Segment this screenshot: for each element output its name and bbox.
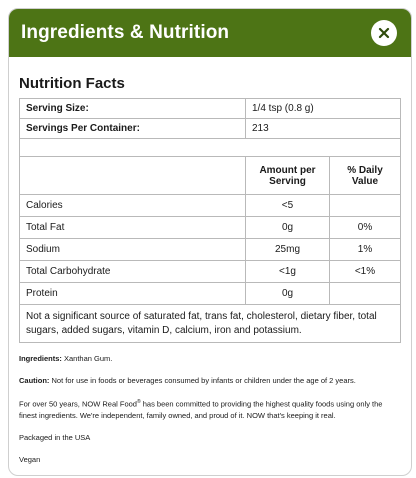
table-spacer [19, 138, 401, 157]
nutrient-amount: <5 [245, 194, 330, 217]
nutrition-footnote: Not a significant source of saturated fa… [19, 304, 401, 343]
nutrient-header-blank [19, 156, 246, 195]
close-icon [378, 27, 390, 39]
registered-mark: ® [136, 399, 141, 405]
serving-size-row: Serving Size: 1/4 tsp (0.8 g) [19, 98, 401, 119]
about-text: For over 50 years, NOW Real Food® has be… [19, 397, 399, 421]
nutrient-name: Protein [19, 282, 246, 305]
nutrition-facts-title: Nutrition Facts [19, 75, 125, 92]
nutrient-amount: 25mg [245, 238, 330, 261]
nutrient-row: Sodium 25mg 1% [19, 238, 401, 261]
ingredients-text: Xanthan Gum. [61, 354, 113, 363]
table-spacer-row [19, 138, 401, 157]
nutrition-facts-table: Serving Size: 1/4 tsp (0.8 g) Servings P… [19, 98, 401, 343]
ingredients-nutrition-modal: Ingredients & Nutrition Nutrition Facts … [8, 8, 412, 476]
modal-title: Ingredients & Nutrition [21, 22, 230, 43]
about-text-part2: has been committed to providing the high… [19, 399, 383, 420]
nutrient-row: Calories <5 [19, 194, 401, 217]
serving-size-value: 1/4 tsp (0.8 g) [245, 98, 401, 119]
nutrient-amount: <1g [245, 260, 330, 283]
nutrient-amount: 0g [245, 282, 330, 305]
nutrient-name: Total Carbohydrate [19, 260, 246, 283]
nutrient-daily-value: 1% [329, 238, 401, 261]
ingredients-line: Ingredients: Xanthan Gum. [19, 353, 399, 364]
servings-per-container-row: Servings Per Container: 213 [19, 118, 401, 139]
serving-size-label: Serving Size: [19, 98, 246, 119]
vegan-text: Vegan [19, 454, 41, 464]
amount-per-serving-header: Amount per Serving [245, 156, 330, 195]
servings-per-container-label: Servings Per Container: [19, 118, 246, 139]
about-text-part1: For over 50 years, NOW Real Food [19, 399, 137, 409]
nutrient-daily-value [329, 194, 401, 217]
caution-line: Caution: Not for use in foods or beverag… [19, 375, 399, 386]
caution-label: Caution: [19, 376, 50, 385]
nutrient-row: Protein 0g [19, 282, 401, 305]
nutrient-daily-value [329, 282, 401, 305]
nutrient-name: Total Fat [19, 216, 246, 239]
nutrient-daily-value: 0% [329, 216, 401, 239]
caution-text: Not for use in foods or beverages consum… [49, 376, 356, 385]
footnote-row: Not a significant source of saturated fa… [19, 304, 401, 343]
nutrient-row: Total Carbohydrate <1g <1% [19, 260, 401, 283]
nutrient-amount: 0g [245, 216, 330, 239]
modal-header: Ingredients & Nutrition [9, 9, 411, 57]
modal-content: Nutrition Facts Serving Size: 1/4 tsp (0… [9, 57, 411, 343]
nutrient-header-row: Amount per Serving % Daily Value [19, 156, 401, 195]
servings-per-container-value: 213 [245, 118, 401, 139]
ingredients-label: Ingredients: [19, 354, 62, 363]
daily-value-header: % Daily Value [329, 156, 401, 195]
nutrient-row: Total Fat 0g 0% [19, 216, 401, 239]
product-info: Ingredients: Xanthan Gum. Caution: Not f… [9, 343, 411, 465]
nutrient-daily-value: <1% [329, 260, 401, 283]
nutrient-name: Calories [19, 194, 246, 217]
close-button[interactable] [371, 20, 397, 46]
nutrient-name: Sodium [19, 238, 246, 261]
packaged-in-text: Packaged in the USA [19, 432, 91, 442]
